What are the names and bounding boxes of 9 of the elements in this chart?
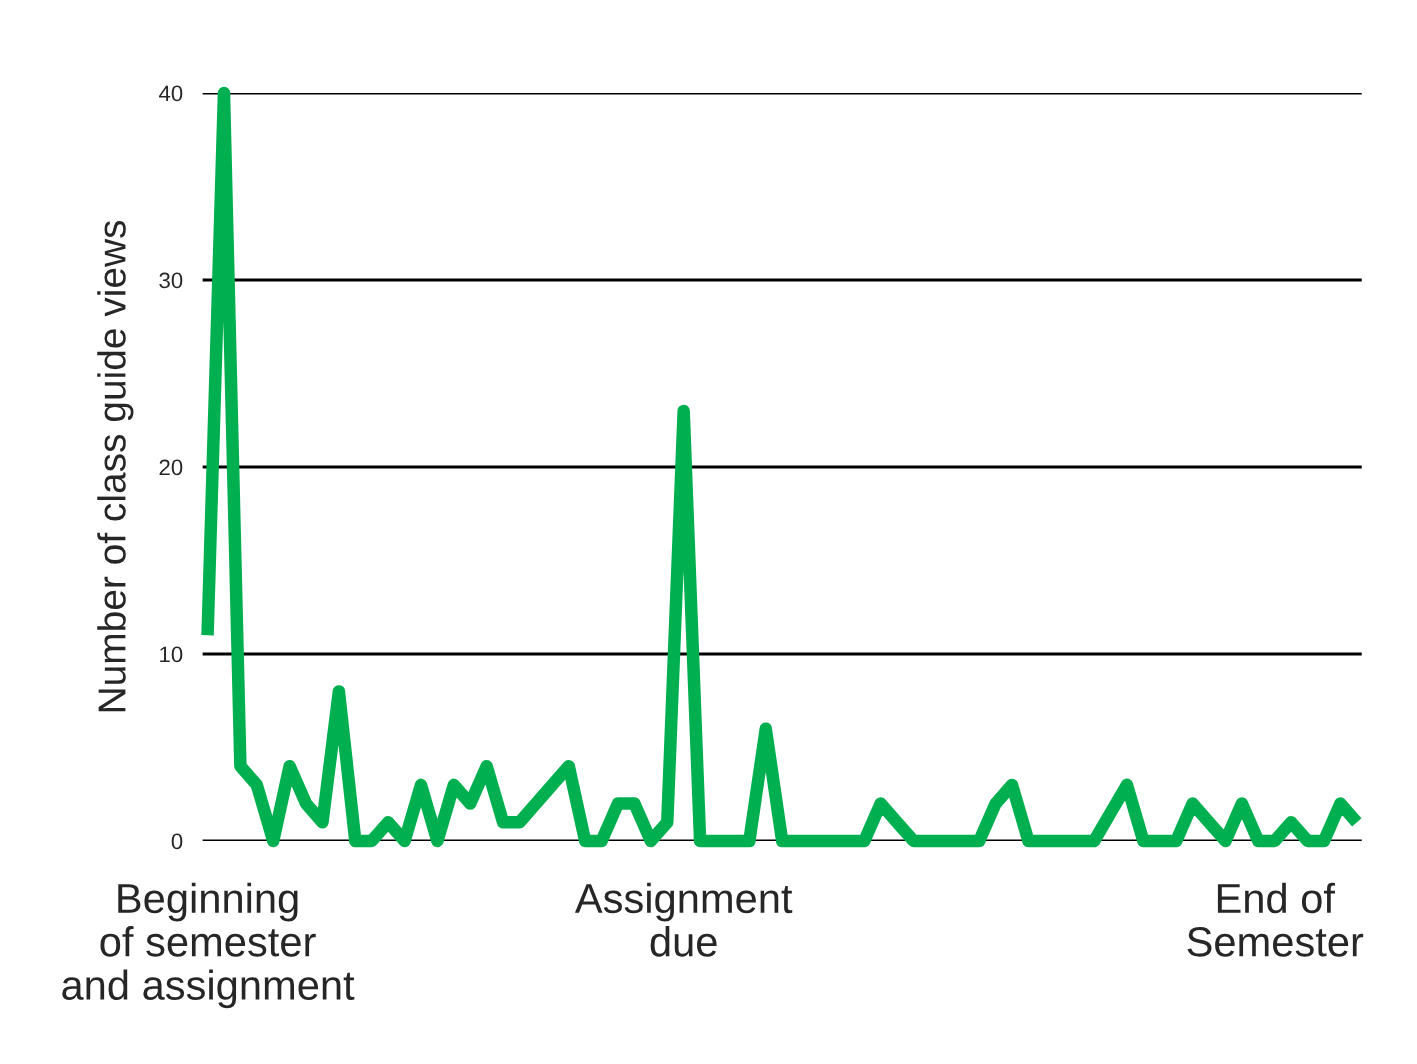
y-tick-label: 20 xyxy=(159,459,183,476)
x-tick-label: Assignment due xyxy=(574,882,793,957)
y-tick-label: 40 xyxy=(158,85,183,102)
x-tick-label: End of Semester xyxy=(1187,882,1364,957)
x-tick-label: Beginning of semester and assignment xyxy=(62,882,355,1009)
y-tick-label: 30 xyxy=(159,272,183,289)
y-axis-title: Number of class guide views xyxy=(97,220,134,712)
y-tick-label: 0 xyxy=(171,833,183,850)
y-tick-label: 10 xyxy=(160,646,183,663)
